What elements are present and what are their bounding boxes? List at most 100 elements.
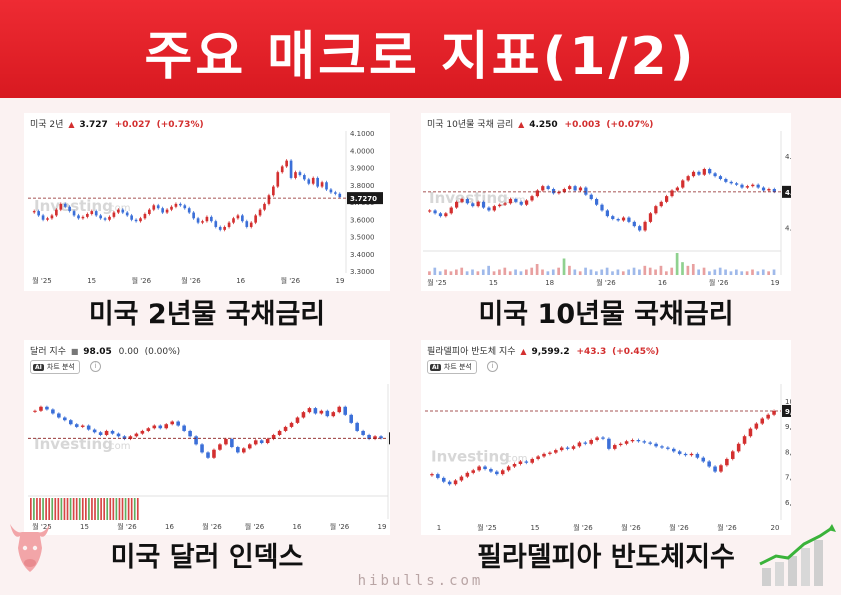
volume-bar (57, 498, 60, 520)
candle-body (313, 408, 318, 414)
candle-body (565, 447, 570, 449)
candle-body (179, 203, 182, 206)
info-icon[interactable]: i (90, 361, 101, 372)
candle-body (379, 436, 383, 439)
candle-body (471, 470, 476, 473)
candle-body (506, 466, 511, 471)
volume-bar (492, 271, 496, 275)
candle-body (551, 189, 556, 194)
candle-body (98, 432, 103, 435)
volume-bar (562, 258, 566, 275)
candle-body (329, 189, 333, 193)
volume-bar (30, 498, 32, 520)
volume-bar (433, 267, 437, 275)
candle-body (92, 429, 97, 433)
volume-bar (75, 498, 78, 520)
volume-bar (465, 271, 469, 275)
candle-body (760, 418, 765, 424)
candle-body (46, 218, 49, 220)
candle-body (630, 440, 635, 442)
x-tick-label: 월 '26 (669, 523, 689, 532)
candle-body (331, 412, 336, 417)
candle-body (80, 425, 85, 427)
up-arrow-icon: ▲ (68, 120, 75, 129)
candle-body (719, 465, 723, 472)
x-tick-label: 월 '26 (596, 278, 616, 287)
volume-bar (541, 269, 544, 275)
candle-body (481, 201, 486, 208)
x-tick-label: 16 (236, 277, 245, 285)
candle-body (276, 172, 280, 187)
price-change: 0.00 (118, 347, 139, 357)
candle-body (465, 472, 470, 477)
y-tick-label: 10,000 (785, 398, 791, 406)
volume-bar (78, 498, 81, 520)
y-tick-label: 3.4000 (350, 251, 375, 259)
candle-body (316, 177, 319, 187)
volume-bar (767, 271, 770, 275)
candle-body (659, 201, 663, 207)
volume-bar (127, 498, 130, 520)
candle-body (578, 187, 583, 191)
chart-analysis-button[interactable]: AI 차트 분석 (427, 360, 477, 374)
candle-body (32, 211, 36, 213)
volume-bar (600, 269, 604, 275)
volume-bar (124, 498, 127, 520)
candle-body (618, 443, 623, 446)
candle-body (245, 221, 249, 227)
x-tick-label: 18 (545, 279, 554, 287)
volume-bar (103, 498, 106, 520)
candle-body (289, 422, 294, 427)
candle-body (465, 199, 469, 204)
candle-body (611, 216, 615, 219)
volume-bar (42, 498, 44, 520)
candle-body (338, 193, 342, 198)
instrument-name: 미국 10년물 국채 금리 (427, 120, 514, 130)
candle-body (232, 218, 235, 223)
candle-body (117, 209, 120, 213)
candle-body (441, 477, 446, 482)
x-tick-label: 월 '26 (621, 523, 641, 532)
chart-analysis-button[interactable]: AI 차트 분석 (30, 360, 80, 374)
candle-body (39, 406, 43, 411)
candle-body (519, 201, 523, 205)
candle-body (695, 453, 700, 458)
candle-body (756, 184, 760, 188)
chart-header: 필라델피아 반도체 지수 ▲ 9,599.2 +43.3 (+0.45%) (427, 344, 662, 357)
candle-body (90, 211, 94, 214)
volume-bar (697, 269, 700, 275)
volume-bar (136, 498, 139, 520)
investing-watermark-suffix: .com (106, 441, 131, 452)
candle-body (589, 440, 593, 444)
volume-bar (97, 498, 99, 520)
volume-bar (535, 264, 539, 275)
x-tick-label: 월 '26 (117, 522, 137, 531)
candle-body (453, 480, 458, 485)
info-icon[interactable]: i (487, 361, 498, 372)
y-tick-label: 8,000 (785, 448, 791, 456)
candle-body (45, 406, 49, 410)
candle-body (218, 444, 222, 450)
candle-body (272, 186, 275, 196)
candle-body (337, 406, 342, 413)
candle-body (86, 213, 89, 217)
candle-body (63, 417, 67, 421)
candle-body (263, 203, 266, 210)
candle-body (267, 195, 271, 204)
candle-body (319, 410, 324, 414)
candlestick-chart-us2y: 4.10004.00003.90003.80003.70003.60003.50… (28, 130, 383, 285)
candle-body (557, 191, 561, 194)
caption-us2y: 미국 2년물 국채금리 (88, 299, 326, 330)
candle-body (447, 481, 452, 485)
candle-body (729, 181, 733, 184)
instrument-price: 4.250 (529, 120, 558, 130)
volume-bar (525, 269, 528, 275)
volume-bar (551, 269, 555, 275)
y-tick-label: 3.9000 (350, 165, 375, 173)
current-price-label: 3.7270 (350, 195, 377, 203)
candle-body (121, 209, 125, 213)
volume-bar (611, 271, 614, 275)
candle-body (702, 169, 706, 175)
candle-body (108, 216, 111, 220)
volume-bar (487, 265, 490, 275)
